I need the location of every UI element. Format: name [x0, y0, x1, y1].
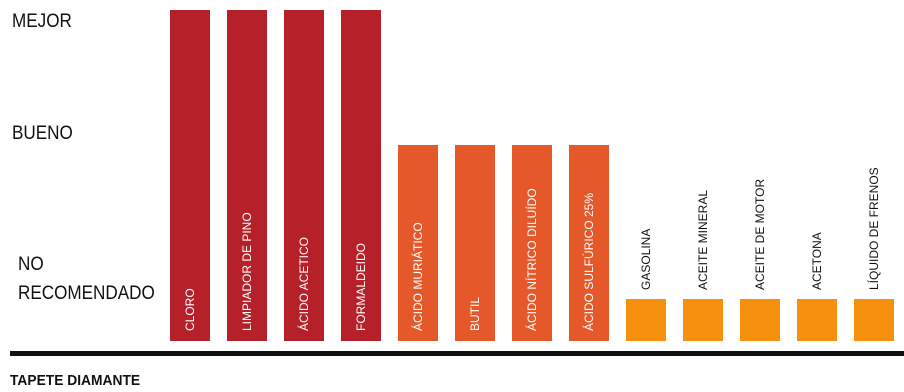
bar-limpiador-de-pino [227, 10, 267, 341]
bar-acido-muriatico [398, 145, 438, 341]
bar-butil [455, 145, 495, 341]
bar-aceite-mineral [683, 299, 723, 341]
bars-group [170, 10, 894, 341]
baseline-rule [10, 351, 904, 356]
category-label-aceite-de-motor: ACEITE DE MOTOR [753, 179, 767, 290]
y-level-no-recomendado-line2: RECOMENDADO [18, 283, 155, 304]
bar-gasolina [626, 299, 666, 341]
bar-acido-sulfurico-25 [569, 145, 609, 341]
y-level-bueno: BUENO [12, 123, 73, 144]
bar-cloro [170, 10, 210, 341]
category-label-gasolina: GASOLINA [639, 229, 653, 290]
category-label-limpiador-de-pino: LIMPIADOR DE PINO [240, 212, 254, 331]
category-label-acetona: ACETONA [810, 232, 824, 290]
bar-liquido-de-frenos [854, 299, 894, 341]
chart-title: TAPETE DIAMANTE [10, 372, 141, 389]
y-level-mejor: MEJOR [12, 11, 72, 32]
category-label-acido-nitrico-diluido: ÁCIDO NÍTRICO DILUÍDO [524, 188, 539, 331]
category-label-cloro: CLORO [183, 288, 197, 331]
bar-acetona [797, 299, 837, 341]
category-label-liquido-de-frenos: LÍQUIDO DE FRENOS [866, 167, 881, 290]
bar-formaldeido [341, 10, 381, 341]
category-label-aceite-mineral: ACEITE MINERAL [696, 190, 710, 290]
category-label-formaldeido: FORMALDEIDO [354, 243, 368, 331]
category-label-butil: BUTIL [468, 297, 482, 331]
bar-acido-acetico [284, 10, 324, 341]
category-labels-group: CLORO LIMPIADOR DE PINO ÁCIDO ACETICO FORMA… [183, 167, 881, 331]
category-label-acido-acetico: ÁCIDO ACETICO [296, 237, 311, 331]
y-level-no-recomendado-line1: NO [18, 254, 44, 275]
category-label-acido-sulfurico-25: ÁCIDO SULFÚRICO 25% [581, 193, 596, 331]
category-label-acido-muriatico: ÁCIDO MURIÁTICO [410, 222, 425, 331]
bar-aceite-de-motor [740, 299, 780, 341]
bar-acido-nitrico-diluido [512, 145, 552, 341]
